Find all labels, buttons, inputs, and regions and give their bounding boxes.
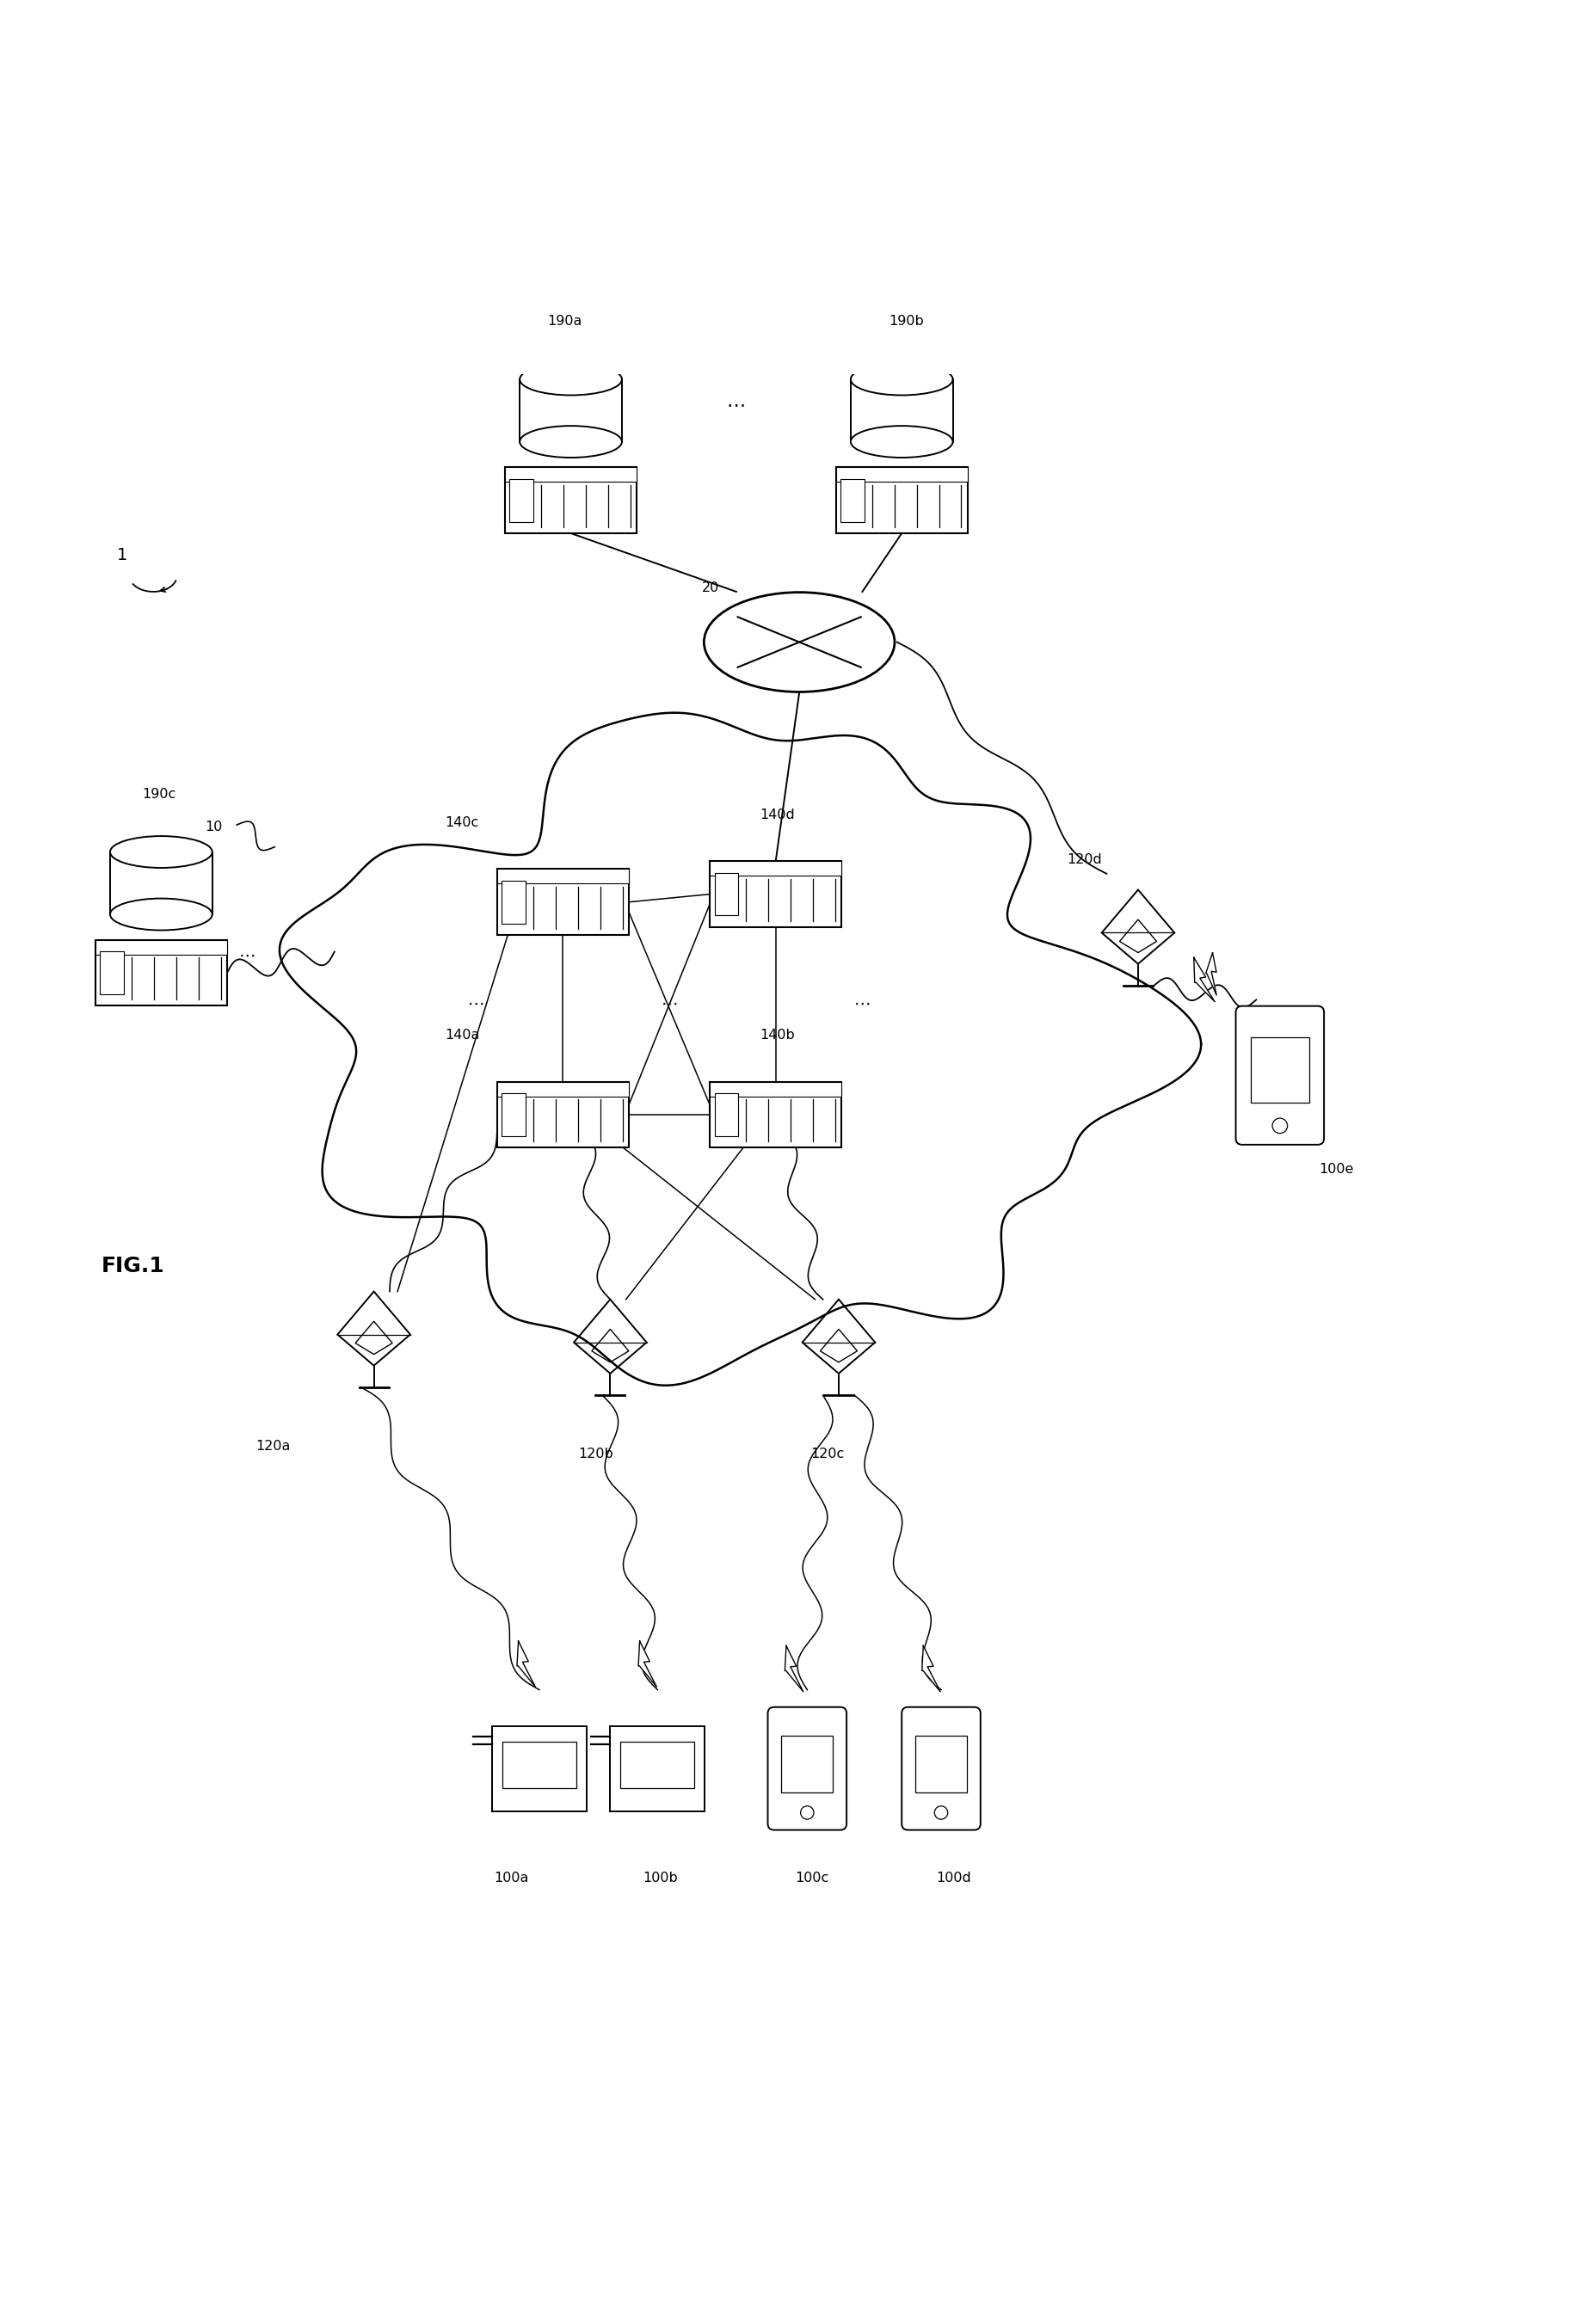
Text: 190c: 190c	[142, 788, 176, 802]
Bar	[497, 1081, 628, 1148]
Text: 100a: 100a	[494, 1871, 528, 1885]
Text: FIG.1: FIG.1	[101, 1255, 165, 1276]
Ellipse shape	[850, 363, 952, 395]
Text: 20: 20	[701, 581, 718, 595]
Bar	[713, 874, 737, 916]
Ellipse shape	[519, 363, 622, 395]
Bar	[111, 853, 212, 913]
Bar	[835, 467, 967, 481]
Text: ⋯: ⋯	[661, 995, 677, 1011]
Bar	[95, 939, 226, 955]
Bar	[100, 951, 123, 995]
Polygon shape	[921, 1645, 940, 1692]
Bar	[501, 1741, 576, 1789]
Text: 100c: 100c	[794, 1871, 829, 1885]
Text: 140c: 140c	[445, 816, 478, 830]
Bar	[782, 1736, 832, 1792]
Text: 140d: 140d	[759, 809, 794, 820]
Text: 140a: 140a	[445, 1030, 479, 1041]
Text: 120b: 120b	[579, 1448, 614, 1462]
Text: ⋯: ⋯	[468, 995, 484, 1011]
Ellipse shape	[704, 593, 894, 693]
Bar	[492, 1727, 587, 1810]
Bar	[501, 1092, 525, 1136]
Polygon shape	[785, 1645, 802, 1692]
Bar	[519, 379, 622, 442]
Bar	[835, 467, 967, 532]
Ellipse shape	[111, 837, 212, 867]
Bar	[497, 869, 628, 883]
Bar	[709, 1081, 842, 1097]
Bar	[505, 467, 636, 481]
Text: 1: 1	[117, 546, 128, 565]
Bar	[850, 379, 952, 442]
Polygon shape	[517, 1641, 535, 1687]
Text: ⋯: ⋯	[726, 397, 745, 414]
Polygon shape	[1205, 953, 1217, 995]
Polygon shape	[280, 713, 1201, 1385]
Text: ⋯: ⋯	[239, 948, 256, 964]
Bar	[709, 862, 842, 876]
Text: 100b: 100b	[642, 1871, 677, 1885]
Bar	[497, 869, 628, 934]
Bar	[620, 1741, 694, 1789]
Text: ⋯: ⋯	[853, 995, 870, 1011]
Bar	[505, 467, 636, 532]
Text: 120a: 120a	[256, 1441, 290, 1452]
Bar	[709, 862, 842, 927]
FancyBboxPatch shape	[1236, 1006, 1323, 1146]
Bar	[1250, 1037, 1308, 1104]
Text: 190b: 190b	[889, 316, 924, 328]
Polygon shape	[638, 1641, 657, 1687]
Text: 100e: 100e	[1318, 1162, 1353, 1176]
Text: 100d: 100d	[935, 1871, 971, 1885]
Bar	[713, 1092, 737, 1136]
Bar	[95, 939, 226, 1006]
Ellipse shape	[519, 425, 622, 458]
Text: 140b: 140b	[759, 1030, 794, 1041]
FancyBboxPatch shape	[767, 1708, 846, 1829]
FancyBboxPatch shape	[902, 1708, 979, 1829]
Ellipse shape	[111, 899, 212, 930]
Text: 120d: 120d	[1066, 853, 1101, 867]
Ellipse shape	[850, 425, 952, 458]
Bar	[611, 1727, 704, 1810]
Polygon shape	[1193, 957, 1215, 1002]
Text: 120c: 120c	[810, 1448, 843, 1462]
Bar	[501, 881, 525, 923]
Text: 10: 10	[206, 820, 223, 834]
Bar	[509, 479, 533, 521]
Bar	[497, 1081, 628, 1097]
Bar	[914, 1736, 967, 1792]
Text: 190a: 190a	[547, 316, 582, 328]
Bar	[840, 479, 864, 521]
Bar	[709, 1081, 842, 1148]
